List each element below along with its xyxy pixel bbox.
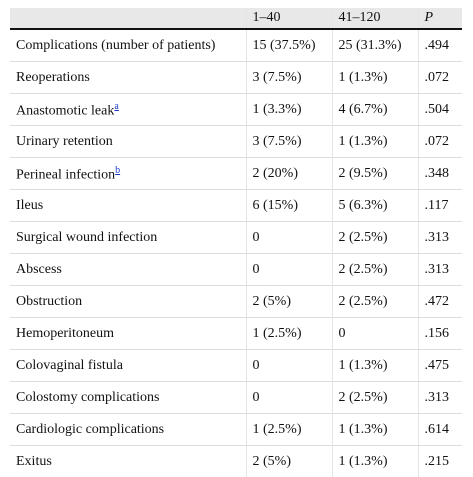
group-41-120-value: 1 (1.3%)	[332, 446, 418, 477]
table-row: Exitus 2 (5%)1 (1.3%).215	[10, 446, 462, 477]
row-label: Colovaginal fistula	[16, 358, 123, 373]
table-row: Urinary retention 3 (7.5%)1 (1.3%).072	[10, 126, 462, 158]
row-label-cell: Surgical wound infection	[10, 222, 246, 254]
row-label-cell: Obstruction	[10, 286, 246, 318]
p-value: .472	[418, 286, 462, 318]
group-41-120-value: 1 (1.3%)	[332, 126, 418, 158]
row-label: Ileus	[16, 198, 43, 213]
row-label: Obstruction	[16, 294, 82, 309]
footnote-marker: b	[115, 163, 120, 176]
header-group-1-40: 1–40	[246, 8, 332, 29]
p-value: .313	[418, 254, 462, 286]
table-row: Complications (number of patients) 15 (37…	[10, 29, 462, 62]
group-41-120-value: 5 (6.3%)	[332, 190, 418, 222]
row-label-cell: Anastomotic leaka	[10, 94, 246, 126]
p-value: .504	[418, 94, 462, 126]
group-1-40-value: 3 (7.5%)	[246, 126, 332, 158]
group-41-120-value: 2 (2.5%)	[332, 254, 418, 286]
complications-table: 1–40 41–120 P Complications (number of p…	[10, 8, 462, 477]
row-label: Abscess	[16, 262, 62, 277]
p-value: .614	[418, 414, 462, 446]
row-label-cell: Cardiologic complications	[10, 414, 246, 446]
group-1-40-value: 6 (15%)	[246, 190, 332, 222]
group-41-120-value: 0	[332, 318, 418, 350]
group-41-120-value: 1 (1.3%)	[332, 62, 418, 94]
table-row: Hemoperitoneum 1 (2.5%)0.156	[10, 318, 462, 350]
group-41-120-value: 2 (9.5%)	[332, 158, 418, 190]
group-41-120-value: 2 (2.5%)	[332, 382, 418, 414]
group-1-40-value: 0	[246, 222, 332, 254]
header-label	[10, 8, 246, 29]
row-label: Urinary retention	[16, 134, 113, 149]
p-value: .475	[418, 350, 462, 382]
complications-table-container: 1–40 41–120 P Complications (number of p…	[10, 8, 462, 477]
table-row: Obstruction 2 (5%)2 (2.5%).472	[10, 286, 462, 318]
footnote-link[interactable]: b	[115, 165, 120, 176]
group-1-40-value: 2 (5%)	[246, 286, 332, 318]
row-label: Surgical wound infection	[16, 230, 157, 245]
row-label: Anastomotic leak	[16, 104, 114, 119]
group-41-120-value: 4 (6.7%)	[332, 94, 418, 126]
header-group-41-120: 41–120	[332, 8, 418, 29]
row-label: Colostomy complications	[16, 390, 160, 405]
row-label: Complications (number of patients)	[16, 38, 215, 53]
p-value: .313	[418, 382, 462, 414]
group-1-40-value: 3 (7.5%)	[246, 62, 332, 94]
row-label: Exitus	[16, 454, 52, 469]
p-value: .156	[418, 318, 462, 350]
group-1-40-value: 1 (2.5%)	[246, 318, 332, 350]
row-label: Reoperations	[16, 70, 90, 85]
header-p-value: P	[418, 8, 462, 29]
p-value: .348	[418, 158, 462, 190]
row-label-cell: Perineal infectionb	[10, 158, 246, 190]
row-label-cell: Colostomy complications	[10, 382, 246, 414]
row-label-cell: Abscess	[10, 254, 246, 286]
row-label-cell: Exitus	[10, 446, 246, 477]
group-1-40-value: 0	[246, 382, 332, 414]
row-label: Hemoperitoneum	[16, 326, 114, 341]
row-label-cell: Reoperations	[10, 62, 246, 94]
group-41-120-value: 25 (31.3%)	[332, 29, 418, 62]
footnote-link[interactable]: a	[114, 101, 118, 112]
p-value: .072	[418, 126, 462, 158]
group-1-40-value: 1 (3.3%)	[246, 94, 332, 126]
row-label-cell: Ileus	[10, 190, 246, 222]
group-1-40-value: 2 (20%)	[246, 158, 332, 190]
group-41-120-value: 2 (2.5%)	[332, 286, 418, 318]
table-row: Reoperations 3 (7.5%)1 (1.3%).072	[10, 62, 462, 94]
group-1-40-value: 0	[246, 350, 332, 382]
row-label: Cardiologic complications	[16, 422, 164, 437]
group-41-120-value: 1 (1.3%)	[332, 414, 418, 446]
footnote-marker: a	[114, 99, 118, 112]
group-41-120-value: 1 (1.3%)	[332, 350, 418, 382]
row-label-cell: Complications (number of patients)	[10, 29, 246, 62]
group-1-40-value: 1 (2.5%)	[246, 414, 332, 446]
group-1-40-value: 0	[246, 254, 332, 286]
table-header-row: 1–40 41–120 P	[10, 8, 462, 29]
row-label-cell: Urinary retention	[10, 126, 246, 158]
p-value: .494	[418, 29, 462, 62]
group-1-40-value: 15 (37.5%)	[246, 29, 332, 62]
p-value: .117	[418, 190, 462, 222]
p-value: .215	[418, 446, 462, 477]
table-row: Ileus 6 (15%)5 (6.3%).117	[10, 190, 462, 222]
p-value: .072	[418, 62, 462, 94]
p-value: .313	[418, 222, 462, 254]
row-label-cell: Colovaginal fistula	[10, 350, 246, 382]
row-label-cell: Hemoperitoneum	[10, 318, 246, 350]
table-row: Cardiologic complications 1 (2.5%)1 (1.3%…	[10, 414, 462, 446]
row-label: Perineal infection	[16, 168, 115, 183]
group-41-120-value: 2 (2.5%)	[332, 222, 418, 254]
group-1-40-value: 2 (5%)	[246, 446, 332, 477]
